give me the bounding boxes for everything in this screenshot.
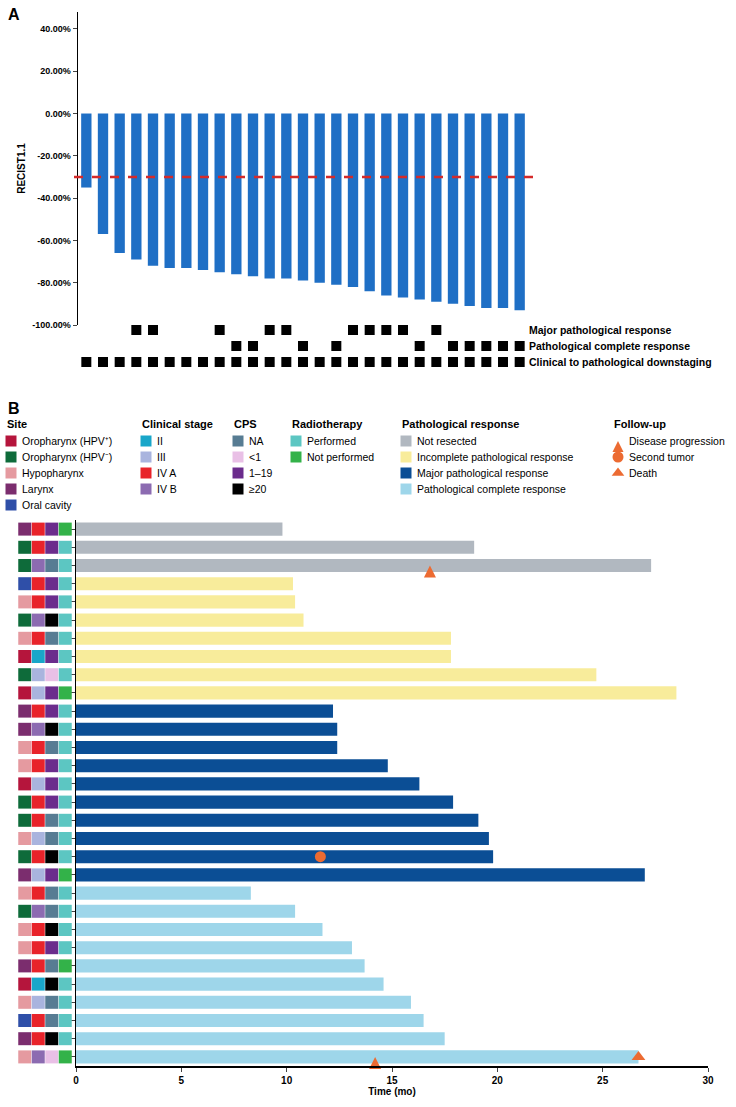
svg-text:RECIST1.1: RECIST1.1 (16, 143, 27, 194)
svg-text:25: 25 (597, 1075, 609, 1086)
svg-text:Larynx: Larynx (22, 483, 54, 495)
svg-text:0.00%: 0.00% (45, 109, 71, 119)
svg-text:30: 30 (702, 1075, 714, 1086)
svg-text:Pathological complete response: Pathological complete response (417, 483, 566, 495)
svg-text:Not performed: Not performed (307, 451, 374, 463)
svg-text:Incomplete pathological respon: Incomplete pathological response (417, 451, 574, 463)
svg-text:15: 15 (386, 1075, 398, 1086)
svg-text:Oropharynx (HPV⁺): Oropharynx (HPV⁺) (22, 435, 112, 447)
svg-text:Site: Site (7, 418, 27, 430)
svg-text:1–19: 1–19 (249, 467, 273, 479)
svg-text:Follow-up: Follow-up (614, 418, 666, 430)
svg-text:B: B (8, 400, 20, 417)
svg-text:IV B: IV B (157, 483, 177, 495)
svg-text:5: 5 (179, 1075, 185, 1086)
svg-text:Major pathological response: Major pathological response (417, 467, 548, 479)
svg-text:IV A: IV A (157, 467, 176, 479)
svg-text:-20.00%: -20.00% (37, 151, 71, 161)
svg-text:Death: Death (629, 467, 657, 479)
svg-text:Second tumor: Second tumor (629, 451, 695, 463)
svg-text:Time (mo): Time (mo) (368, 1086, 416, 1097)
svg-text:-80.00%: -80.00% (37, 278, 71, 288)
svg-text:20.00%: 20.00% (40, 66, 71, 76)
svg-text:-40.00%: -40.00% (37, 193, 71, 203)
svg-text:-60.00%: -60.00% (37, 236, 71, 246)
svg-text:Pathological complete response: Pathological complete response (529, 340, 690, 352)
svg-text:<1: <1 (249, 451, 261, 463)
svg-text:20: 20 (492, 1075, 504, 1086)
svg-text:II: II (157, 435, 163, 447)
svg-text:Major pathological response: Major pathological response (529, 324, 672, 336)
svg-text:Clinical to pathological downs: Clinical to pathological downstaging (529, 356, 712, 368)
svg-text:Hypopharynx: Hypopharynx (22, 467, 85, 479)
svg-text:Disease progression: Disease progression (629, 435, 725, 447)
svg-text:Oropharynx (HPV⁻): Oropharynx (HPV⁻) (22, 451, 112, 463)
svg-text:III: III (157, 451, 166, 463)
svg-text:Clinical stage: Clinical stage (142, 418, 213, 430)
svg-text:0: 0 (73, 1075, 79, 1086)
svg-text:Pathological response: Pathological response (402, 418, 519, 430)
svg-text:Radiotherapy: Radiotherapy (292, 418, 363, 430)
svg-text:Oral cavity: Oral cavity (22, 499, 72, 511)
svg-text:NA: NA (249, 435, 264, 447)
svg-text:-100.00%: -100.00% (32, 320, 71, 330)
svg-text:CPS: CPS (234, 418, 257, 430)
svg-text:Performed: Performed (307, 435, 356, 447)
svg-text:≥20: ≥20 (249, 483, 267, 495)
svg-text:10: 10 (281, 1075, 293, 1086)
svg-text:40.00%: 40.00% (40, 24, 71, 34)
svg-text:Not resected: Not resected (417, 435, 477, 447)
svg-text:A: A (8, 6, 20, 23)
